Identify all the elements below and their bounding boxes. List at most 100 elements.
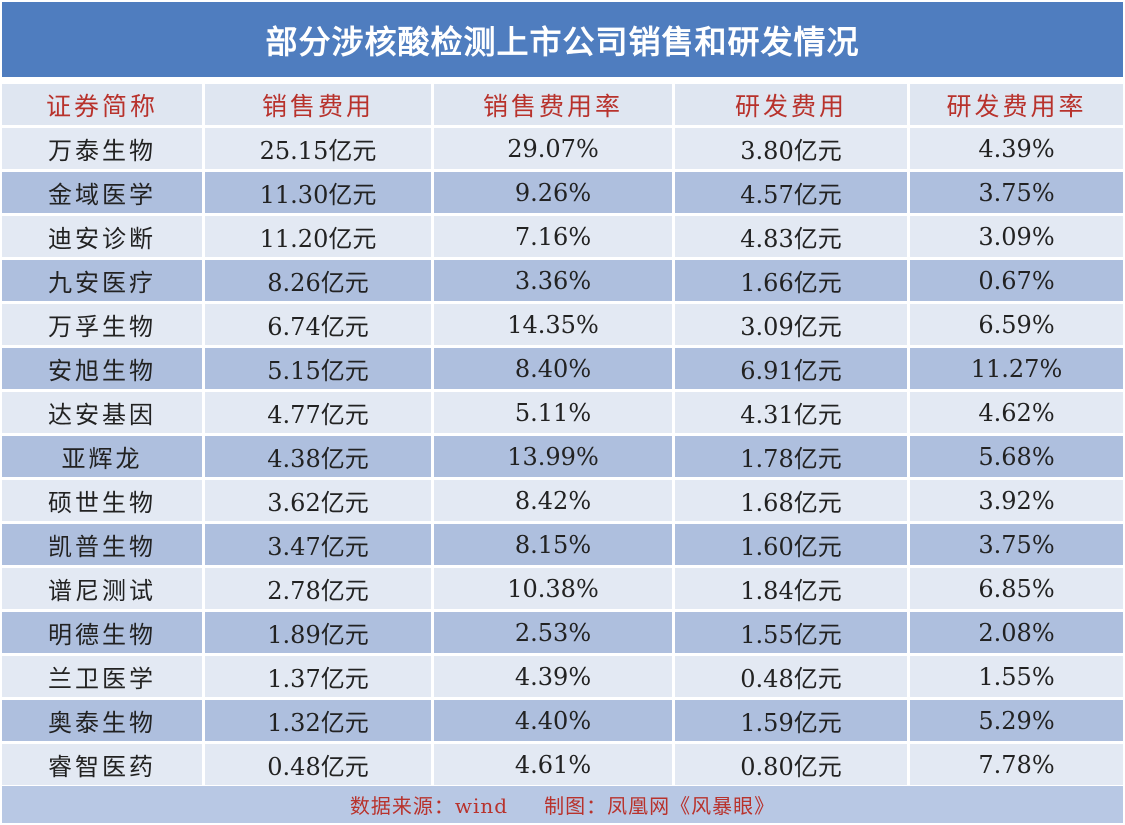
cell-rd-expense: 4.57亿元: [675, 172, 907, 213]
cell-company-name: 九安医疗: [2, 260, 202, 301]
cell-sales-expense: 11.20亿元: [205, 216, 431, 257]
cell-rd-expense: 4.83亿元: [675, 216, 907, 257]
cell-sales-expense: 2.78亿元: [205, 568, 431, 609]
cell-rd-expense: 1.60亿元: [675, 524, 907, 565]
cell-sales-expense: 4.77亿元: [205, 392, 431, 433]
cell-sales-expense-ratio: 2.53%: [434, 612, 672, 653]
cell-sales-expense: 25.15亿元: [205, 128, 431, 169]
column-header-sales-expense-ratio: 销售费用率: [434, 84, 672, 125]
table-row: 安旭生物 5.15亿元 8.40% 6.91亿元 11.27%: [2, 348, 1123, 389]
table-row: 迪安诊断 11.20亿元 7.16% 4.83亿元 3.09%: [2, 216, 1123, 257]
cell-company-name: 谱尼测试: [2, 568, 202, 609]
cell-rd-expense-ratio: 2.08%: [910, 612, 1123, 653]
cell-sales-expense: 3.62亿元: [205, 480, 431, 521]
cell-company-name: 亚辉龙: [2, 436, 202, 477]
cell-rd-expense: 3.80亿元: [675, 128, 907, 169]
cell-rd-expense-ratio: 4.39%: [910, 128, 1123, 169]
cell-company-name: 金域医学: [2, 172, 202, 213]
footer-note: 数据来源：wind 制图：凤凰网《风暴眼》: [2, 786, 1123, 823]
table-row: 万孚生物 6.74亿元 14.35% 3.09亿元 6.59%: [2, 304, 1123, 345]
header-row: 证券简称 销售费用 销售费用率 研发费用 研发费用率: [2, 84, 1123, 125]
cell-rd-expense: 0.80亿元: [675, 744, 907, 785]
cell-company-name: 奥泰生物: [2, 700, 202, 741]
cell-rd-expense-ratio: 6.85%: [910, 568, 1123, 609]
cell-rd-expense-ratio: 7.78%: [910, 744, 1123, 785]
cell-sales-expense: 5.15亿元: [205, 348, 431, 389]
cell-rd-expense: 1.84亿元: [675, 568, 907, 609]
table-title: 部分涉核酸检测上市公司销售和研发情况: [2, 2, 1123, 77]
cell-sales-expense: 1.32亿元: [205, 700, 431, 741]
cell-sales-expense-ratio: 8.40%: [434, 348, 672, 389]
table-row: 达安基因 4.77亿元 5.11% 4.31亿元 4.62%: [2, 392, 1123, 433]
cell-sales-expense: 11.30亿元: [205, 172, 431, 213]
table-row: 亚辉龙 4.38亿元 13.99% 1.78亿元 5.68%: [2, 436, 1123, 477]
cell-rd-expense-ratio: 11.27%: [910, 348, 1123, 389]
column-header-name: 证券简称: [2, 84, 202, 125]
table-row: 奥泰生物 1.32亿元 4.40% 1.59亿元 5.29%: [2, 700, 1123, 741]
cell-company-name: 万泰生物: [2, 128, 202, 169]
cell-sales-expense-ratio: 14.35%: [434, 304, 672, 345]
cell-sales-expense-ratio: 8.42%: [434, 480, 672, 521]
cell-sales-expense-ratio: 4.40%: [434, 700, 672, 741]
cell-rd-expense: 1.59亿元: [675, 700, 907, 741]
cell-rd-expense: 1.78亿元: [675, 436, 907, 477]
table-row: 九安医疗 8.26亿元 3.36% 1.66亿元 0.67%: [2, 260, 1123, 301]
cell-rd-expense-ratio: 3.09%: [910, 216, 1123, 257]
cell-sales-expense-ratio: 7.16%: [434, 216, 672, 257]
cell-sales-expense-ratio: 10.38%: [434, 568, 672, 609]
table-row: 明德生物 1.89亿元 2.53% 1.55亿元 2.08%: [2, 612, 1123, 653]
cell-sales-expense-ratio: 3.36%: [434, 260, 672, 301]
cell-rd-expense-ratio: 4.62%: [910, 392, 1123, 433]
cell-sales-expense-ratio: 5.11%: [434, 392, 672, 433]
cell-rd-expense: 4.31亿元: [675, 392, 907, 433]
cell-sales-expense-ratio: 13.99%: [434, 436, 672, 477]
cell-rd-expense-ratio: 3.75%: [910, 172, 1123, 213]
cell-sales-expense-ratio: 4.39%: [434, 656, 672, 697]
cell-company-name: 硕世生物: [2, 480, 202, 521]
cell-sales-expense: 1.89亿元: [205, 612, 431, 653]
table-row: 万泰生物 25.15亿元 29.07% 3.80亿元 4.39%: [2, 128, 1123, 169]
cell-sales-expense-ratio: 4.61%: [434, 744, 672, 785]
cell-sales-expense: 1.37亿元: [205, 656, 431, 697]
cell-sales-expense: 3.47亿元: [205, 524, 431, 565]
table-row: 金域医学 11.30亿元 9.26% 4.57亿元 3.75%: [2, 172, 1123, 213]
cell-company-name: 凯普生物: [2, 524, 202, 565]
cell-rd-expense-ratio: 1.55%: [910, 656, 1123, 697]
cell-sales-expense-ratio: 8.15%: [434, 524, 672, 565]
cell-rd-expense-ratio: 3.92%: [910, 480, 1123, 521]
cell-sales-expense: 0.48亿元: [205, 744, 431, 785]
table-row: 硕世生物 3.62亿元 8.42% 1.68亿元 3.92%: [2, 480, 1123, 521]
cell-rd-expense-ratio: 3.75%: [910, 524, 1123, 565]
cell-rd-expense: 1.55亿元: [675, 612, 907, 653]
cell-sales-expense-ratio: 29.07%: [434, 128, 672, 169]
column-header-rd-expense-ratio: 研发费用率: [910, 84, 1123, 125]
cell-sales-expense: 8.26亿元: [205, 260, 431, 301]
cell-sales-expense: 6.74亿元: [205, 304, 431, 345]
cell-rd-expense-ratio: 5.29%: [910, 700, 1123, 741]
cell-rd-expense: 1.68亿元: [675, 480, 907, 521]
cell-sales-expense-ratio: 9.26%: [434, 172, 672, 213]
column-header-rd-expense: 研发费用: [675, 84, 907, 125]
table-row: 谱尼测试 2.78亿元 10.38% 1.84亿元 6.85%: [2, 568, 1123, 609]
cell-company-name: 迪安诊断: [2, 216, 202, 257]
cell-company-name: 睿智医药: [2, 744, 202, 785]
cell-rd-expense-ratio: 5.68%: [910, 436, 1123, 477]
table-row: 凯普生物 3.47亿元 8.15% 1.60亿元 3.75%: [2, 524, 1123, 565]
column-header-sales-expense: 销售费用: [205, 84, 431, 125]
cell-rd-expense-ratio: 6.59%: [910, 304, 1123, 345]
cell-rd-expense-ratio: 0.67%: [910, 260, 1123, 301]
chart-credit-text: 制图：凤凰网《风暴眼》: [544, 794, 776, 818]
cell-company-name: 达安基因: [2, 392, 202, 433]
cell-company-name: 安旭生物: [2, 348, 202, 389]
table-row: 兰卫医学 1.37亿元 4.39% 0.48亿元 1.55%: [2, 656, 1123, 697]
cell-rd-expense: 0.48亿元: [675, 656, 907, 697]
cell-sales-expense: 4.38亿元: [205, 436, 431, 477]
cell-company-name: 明德生物: [2, 612, 202, 653]
cell-company-name: 万孚生物: [2, 304, 202, 345]
table-body: 万泰生物 25.15亿元 29.07% 3.80亿元 4.39% 金域医学 11.30亿元 9…: [2, 128, 1123, 785]
cell-company-name: 兰卫医学: [2, 656, 202, 697]
cell-rd-expense: 1.66亿元: [675, 260, 907, 301]
data-source-text: 数据来源：wind: [349, 794, 509, 818]
data-table: 证券简称 销售费用 销售费用率 研发费用 研发费用率 万泰生物 25.15亿元 29…: [0, 81, 1125, 788]
